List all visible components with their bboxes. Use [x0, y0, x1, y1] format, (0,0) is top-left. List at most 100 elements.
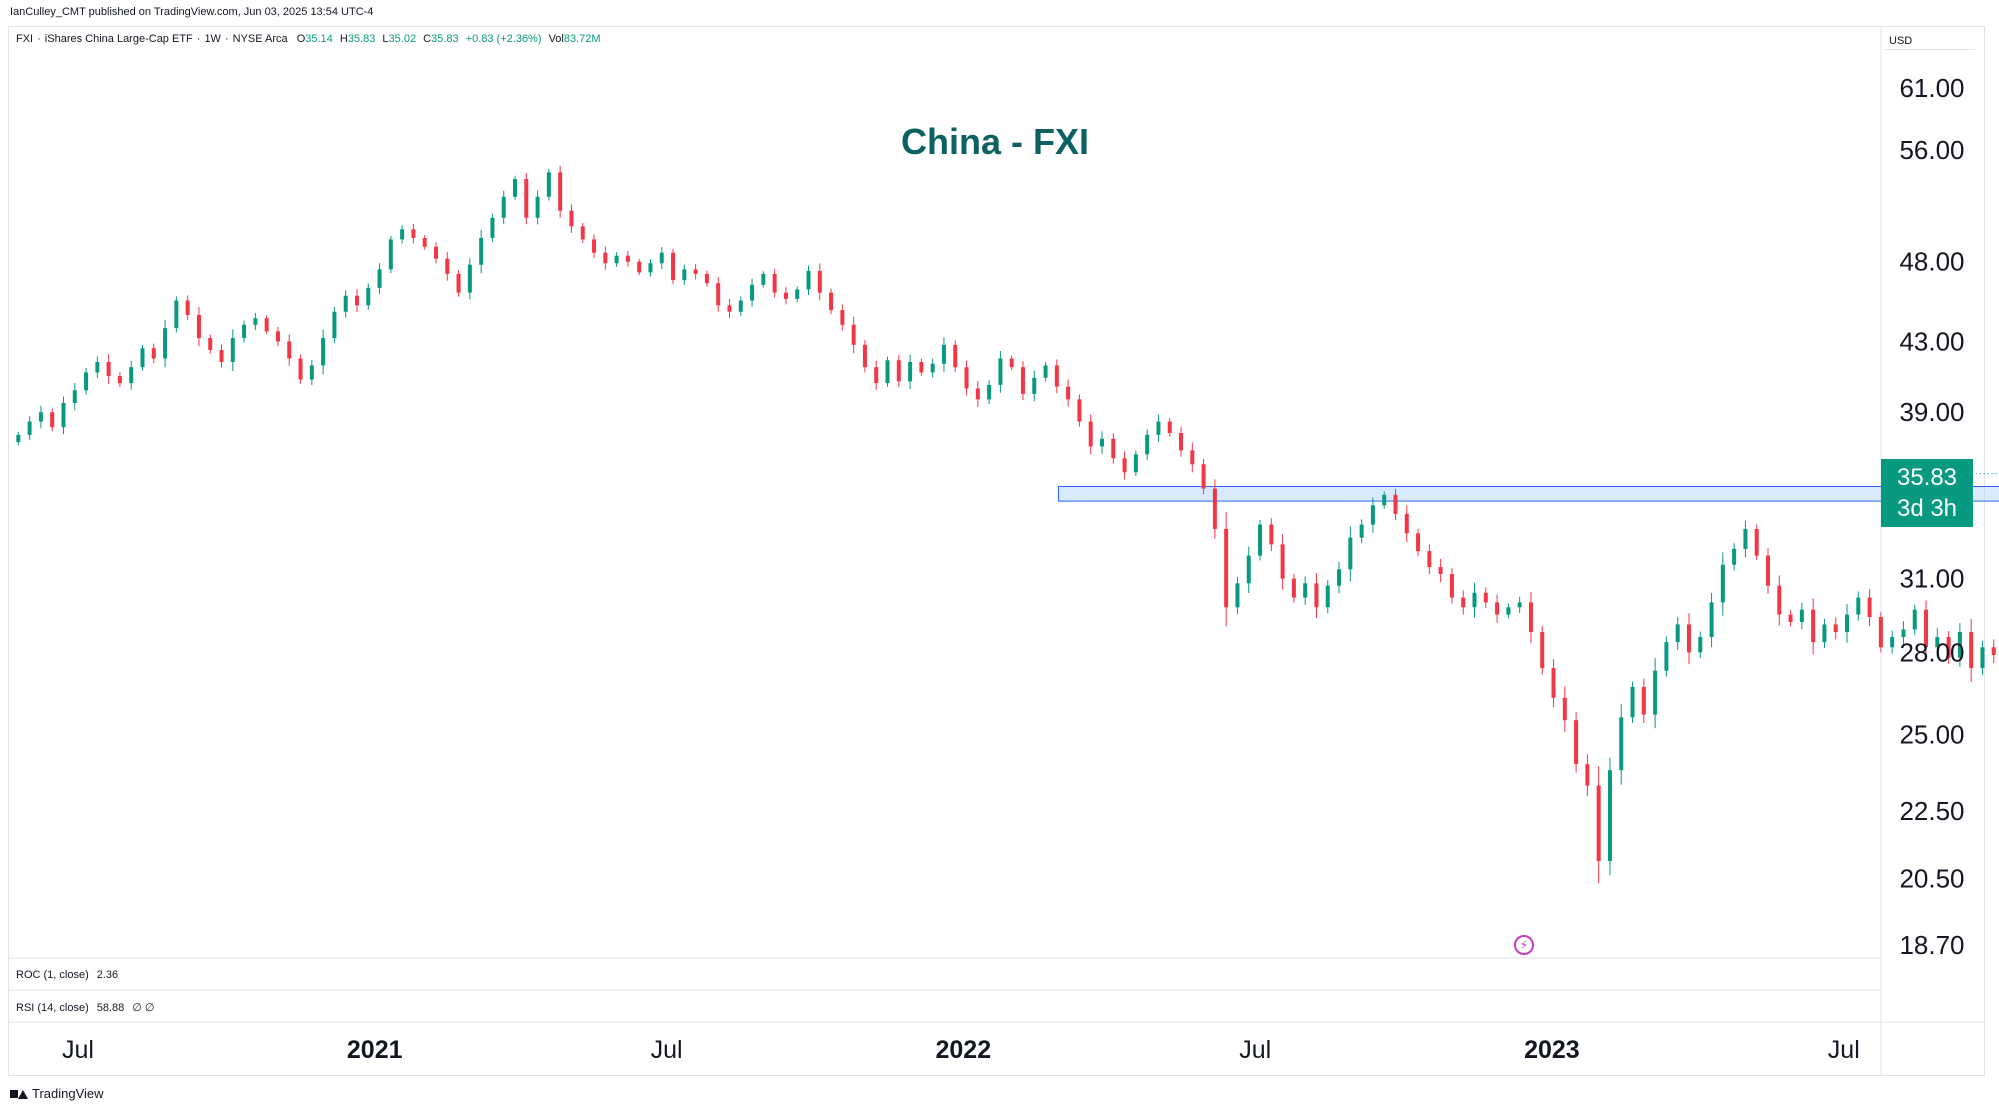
candle-body: [140, 348, 145, 368]
candle-body: [953, 344, 958, 368]
candle: [1393, 488, 1398, 521]
candle: [1235, 576, 1240, 614]
candle: [783, 287, 788, 305]
time-axis-label: 2022: [936, 1036, 992, 1064]
candle-body: [1258, 524, 1263, 556]
candle: [411, 223, 416, 244]
candle: [1280, 534, 1285, 590]
candle-body: [174, 300, 179, 329]
candle: [704, 270, 709, 287]
roc-indicator-label[interactable]: ROC (1, close) 2.36: [16, 969, 118, 981]
tradingview-logo[interactable]: TradingView: [10, 1086, 104, 1101]
candle-body: [1698, 637, 1703, 653]
candle: [1845, 604, 1850, 643]
candle: [1607, 757, 1612, 876]
candle-body: [750, 284, 755, 301]
candle: [885, 356, 890, 387]
candle: [1686, 613, 1691, 665]
candle: [151, 343, 156, 364]
candle-body: [1991, 647, 1996, 655]
candle: [38, 405, 43, 429]
candle: [1416, 528, 1421, 556]
candle: [896, 354, 901, 388]
candle: [1359, 519, 1364, 544]
candle: [1032, 370, 1037, 402]
candle-body: [614, 255, 619, 264]
price-axis: 61.00 56.00 48.00 43.00 39.00 31.00 28.00 25.00…: [1899, 73, 1964, 960]
candle-body: [309, 365, 314, 380]
candle-body: [941, 344, 946, 364]
candle-body: [1461, 597, 1466, 608]
candle: [1935, 627, 1940, 657]
candle: [354, 289, 359, 313]
candle: [1020, 361, 1025, 401]
candle: [1596, 766, 1601, 884]
candle-body: [1495, 602, 1500, 615]
candle-body: [795, 289, 800, 299]
candle: [1732, 543, 1737, 571]
candle: [321, 329, 326, 375]
candle: [546, 168, 551, 201]
candle-body: [975, 388, 980, 400]
candle: [1495, 594, 1500, 623]
candle-body: [84, 372, 89, 391]
candle-body: [456, 273, 461, 293]
candle-body: [1833, 624, 1838, 632]
rsi-extra: ∅ ∅: [132, 1002, 155, 1014]
candle: [1822, 618, 1827, 648]
tradingview-brand: TradingView: [32, 1086, 104, 1101]
candle: [1562, 686, 1567, 733]
candle: [513, 176, 518, 200]
candle-body: [1777, 585, 1782, 615]
candle-body: [366, 287, 371, 306]
candle-body: [1969, 631, 1974, 669]
candle: [1314, 573, 1319, 619]
candle-body: [1619, 717, 1624, 771]
candle-body: [1924, 609, 1929, 648]
symbol-legend[interactable]: FXI · iShares China Large-Cap ETF · 1W · NYSE …: [16, 33, 601, 45]
candle-body: [501, 196, 506, 218]
candle: [230, 329, 235, 372]
candle: [1890, 630, 1895, 654]
price-axis-label: 61.00: [1899, 73, 1964, 103]
candle: [535, 190, 540, 225]
candle: [1133, 450, 1138, 477]
currency-button[interactable]: USD: [1885, 32, 1975, 50]
candle: [1675, 616, 1680, 650]
candle: [1461, 590, 1466, 615]
candle-body: [1867, 597, 1872, 618]
candle-body: [298, 358, 303, 380]
candle: [332, 307, 337, 343]
candle-body: [1517, 602, 1522, 608]
rsi-indicator-label[interactable]: RSI (14, close) 58.88 ∅ ∅: [16, 1001, 155, 1014]
flash-icon[interactable]: ⚡: [1514, 935, 1534, 955]
candle-body: [1743, 528, 1748, 549]
candle: [140, 344, 145, 371]
candle-body: [129, 367, 134, 384]
candle-body: [388, 239, 393, 270]
candle-body: [1416, 533, 1421, 552]
candle: [614, 252, 619, 267]
candle-body: [253, 318, 258, 325]
candle: [637, 259, 642, 276]
support-zone: [1057, 486, 1999, 502]
price-axis-label: 39.00: [1899, 397, 1964, 427]
candle: [1641, 678, 1646, 724]
candle-body: [1901, 629, 1906, 638]
candle-body: [659, 252, 664, 264]
candle-body: [1449, 573, 1454, 598]
candle: [253, 313, 258, 331]
candle-body: [321, 338, 326, 366]
candle-body: [1043, 365, 1048, 378]
candle: [580, 222, 585, 243]
candle-body: [1483, 592, 1488, 603]
candle-body: [1077, 399, 1082, 422]
candle-body: [1438, 567, 1443, 574]
candle-body: [1641, 686, 1646, 715]
candle-body: [1088, 421, 1093, 447]
candle: [1528, 591, 1533, 644]
candle-body: [896, 360, 901, 382]
candle-body: [185, 300, 190, 315]
price-axis-label: 31.00: [1899, 564, 1964, 594]
